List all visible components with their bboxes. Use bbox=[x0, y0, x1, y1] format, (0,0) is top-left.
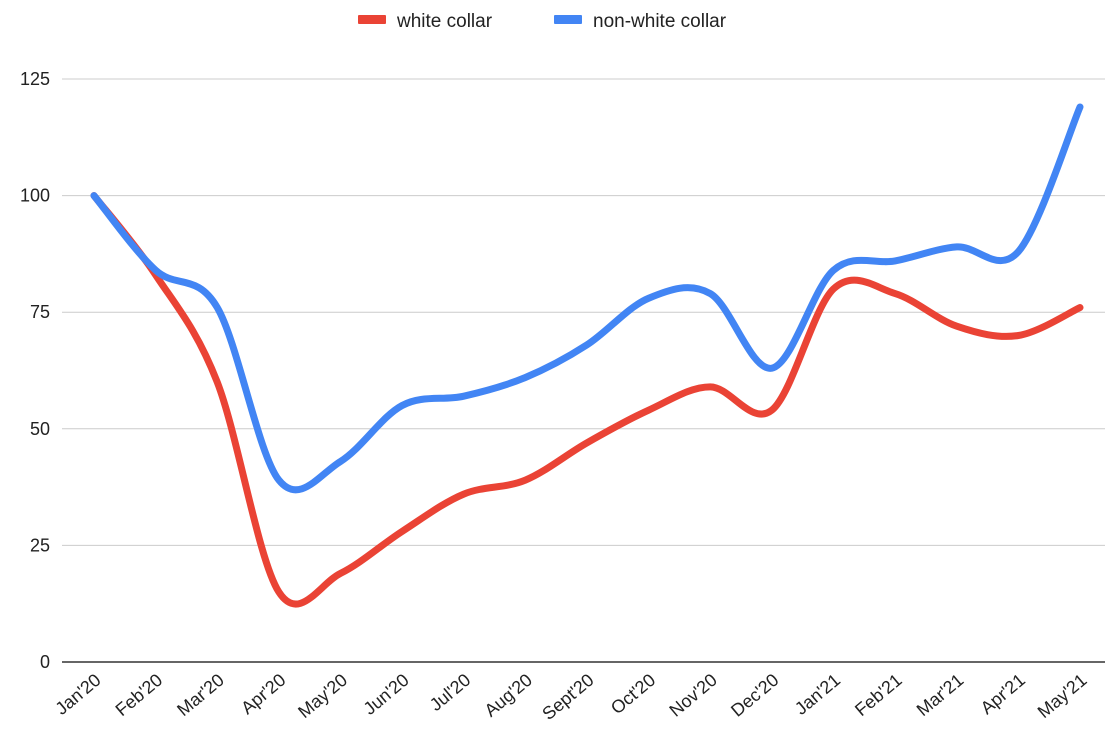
y-tick-label: 50 bbox=[30, 419, 50, 439]
x-tick-label: Apr'20 bbox=[237, 670, 289, 718]
x-tick-label: Sept'20 bbox=[538, 670, 597, 724]
x-tick-label: Feb'20 bbox=[112, 670, 167, 720]
y-tick-label: 25 bbox=[30, 535, 50, 555]
legend-label: non-white collar bbox=[593, 11, 727, 32]
x-tick-label: Aug'20 bbox=[481, 670, 536, 721]
x-tick-label: Mar'21 bbox=[913, 670, 968, 720]
x-tick-label: Apr'21 bbox=[977, 670, 1029, 718]
series-line-1 bbox=[90, 103, 1084, 494]
x-tick-label: Jan'21 bbox=[791, 670, 844, 719]
x-tick-label: Jan'20 bbox=[52, 670, 105, 719]
legend-swatch bbox=[554, 15, 582, 24]
x-tick-label: Jul'20 bbox=[426, 670, 474, 715]
y-tick-label: 125 bbox=[20, 69, 50, 89]
x-tick-label: Nov'20 bbox=[665, 670, 720, 721]
x-tick-label: Mar'20 bbox=[173, 670, 228, 720]
x-tick-label: May'20 bbox=[294, 670, 351, 722]
series-line-0 bbox=[90, 192, 1084, 608]
y-axis-tick-labels: 0 25 50 75 100 125 bbox=[20, 69, 50, 672]
gridlines bbox=[62, 78, 1105, 546]
x-tick-label: Jun'20 bbox=[360, 670, 413, 719]
x-tick-label: Feb'21 bbox=[851, 670, 906, 720]
legend-label: white collar bbox=[396, 11, 493, 32]
x-tick-label: May'21 bbox=[1034, 670, 1091, 722]
x-axis-tick-labels: Jan'20 Feb'20 Mar'20 Apr'20 May'20 Jun'20 Jul'… bbox=[52, 670, 1091, 724]
y-tick-label: 0 bbox=[40, 652, 50, 672]
x-tick-label: Oct'20 bbox=[607, 670, 659, 718]
legend-swatch bbox=[358, 15, 386, 24]
y-tick-label: 100 bbox=[20, 186, 50, 206]
x-tick-label: Dec'20 bbox=[727, 670, 782, 721]
legend: white collar non-white collar bbox=[358, 11, 727, 32]
series-lines bbox=[90, 103, 1084, 608]
y-tick-label: 75 bbox=[30, 302, 50, 322]
